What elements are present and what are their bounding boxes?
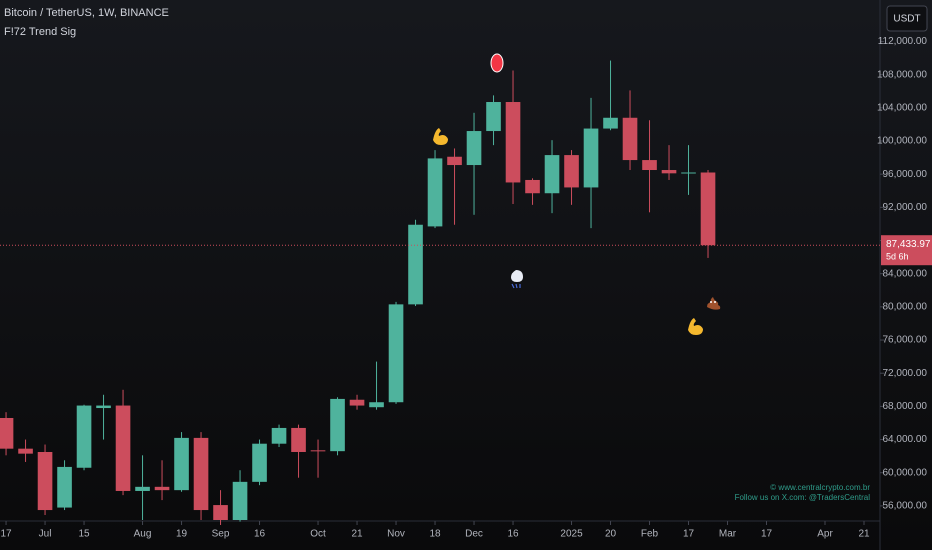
- y-tick-label: 112,000.00: [878, 36, 928, 47]
- y-tick-label: 100,000.00: [877, 136, 927, 147]
- poop-icon: [707, 297, 721, 310]
- x-tick-label: Oct: [310, 529, 326, 540]
- last-price-label: 87,433.97: [886, 239, 931, 250]
- candle-body: [603, 117, 618, 129]
- candle-body: [622, 117, 638, 161]
- x-tick-label: Nov: [387, 529, 405, 540]
- candle-body: [427, 158, 443, 227]
- y-tick-label: 64,000.00: [883, 434, 928, 445]
- candle-body: [232, 481, 248, 520]
- candle-body: [486, 102, 501, 132]
- x-tick-label: Dec: [465, 529, 483, 540]
- y-tick-label: 80,000.00: [883, 301, 928, 312]
- y-tick-label: 104,000.00: [877, 102, 927, 113]
- x-tick-label: 18: [429, 529, 441, 540]
- candle-body: [115, 405, 131, 491]
- candle-body: [642, 160, 657, 171]
- candle-body: [174, 437, 189, 491]
- currency-box[interactable]: [886, 5, 928, 32]
- x-tick-label: 19: [176, 529, 188, 540]
- indicator-name: F!72 Trend Sig: [4, 26, 76, 38]
- drop-icon: [511, 283, 521, 289]
- x-tick-label: 17: [683, 529, 695, 540]
- y-tick-label: 60,000.00: [883, 467, 928, 478]
- x-tick-label: Feb: [641, 529, 659, 540]
- watermark: Follow us on X.com: @TradersCentral: [735, 493, 871, 502]
- candle-body: [154, 486, 170, 491]
- x-tick-label: 2025: [560, 529, 583, 540]
- currency[interactable]: USDT: [893, 14, 920, 25]
- candle-body: [466, 131, 482, 166]
- candle-body: [0, 417, 14, 449]
- candle-body: [583, 128, 599, 188]
- x-tick-label: 21: [351, 529, 363, 540]
- candle-body: [700, 172, 716, 246]
- candle-body: [525, 179, 540, 194]
- candle-body: [681, 172, 696, 174]
- y-tick-label: 56,000.00: [883, 501, 928, 512]
- candle-body: [271, 427, 287, 444]
- candle-body: [57, 466, 72, 508]
- strong-icon: [433, 128, 448, 145]
- candle-body: [76, 405, 92, 468]
- x-tick-label: 21: [858, 529, 870, 540]
- last-price-box: [881, 235, 932, 266]
- strong-icon: [688, 318, 703, 335]
- candle-body: [349, 399, 365, 406]
- y-tick-label: 72,000.00: [883, 368, 928, 379]
- exit-signal: [490, 53, 504, 73]
- candle-body: [291, 427, 306, 452]
- signal-icons: [433, 53, 721, 335]
- candle-body: [505, 102, 521, 183]
- y-tick-label: 96,000.00: [883, 169, 928, 180]
- x-tick-label: 16: [507, 529, 519, 540]
- candle-body: [135, 486, 150, 491]
- candle-body: [252, 443, 267, 482]
- x-tick-label: 20: [605, 529, 617, 540]
- y-tick-label: 68,000.00: [883, 401, 928, 412]
- x-tick-label: 15: [78, 529, 90, 540]
- y-tick-label: 108,000.00: [877, 69, 927, 80]
- x-tick-label: Aug: [134, 529, 152, 540]
- candle-body: [18, 448, 33, 454]
- x-tick-label: Jul: [39, 529, 52, 540]
- candle-body: [193, 437, 209, 511]
- x-tick-label: 16: [254, 529, 266, 540]
- chart-title: Bitcoin / TetherUS, 1W, BINANCE: [4, 7, 169, 19]
- candle-body: [408, 224, 423, 305]
- y-tick-label: 84,000.00: [883, 268, 928, 279]
- x-tick-label: Apr: [817, 529, 833, 540]
- countdown: 5d 6h: [886, 252, 909, 262]
- candle-body: [544, 155, 560, 194]
- y-tick-label: 92,000.00: [883, 202, 928, 213]
- candles: [0, 60, 716, 525]
- overlay: 87,433.97 5d 6h: [0, 235, 932, 266]
- candle-body: [369, 402, 384, 408]
- x-tick-label: Sep: [212, 529, 230, 540]
- x-tick-label: Mar: [719, 529, 737, 540]
- candle-body: [564, 155, 579, 188]
- candle-body: [310, 450, 326, 452]
- x-tick-label: 17: [761, 529, 773, 540]
- y-tick-label: 76,000.00: [883, 335, 928, 346]
- candle-body: [213, 505, 228, 520]
- candle-body: [330, 398, 345, 452]
- drop-icon: [511, 270, 523, 282]
- x-tick-label: 17: [0, 529, 12, 540]
- candle-body: [661, 170, 677, 174]
- poop-icon: [710, 301, 712, 303]
- poop-icon: [714, 301, 716, 303]
- candle-body: [96, 405, 111, 409]
- candle-body: [37, 451, 53, 511]
- watermark: © www.centralcrypto.com.br: [770, 483, 870, 492]
- candle-body: [447, 156, 462, 166]
- candle-body: [388, 304, 404, 403]
